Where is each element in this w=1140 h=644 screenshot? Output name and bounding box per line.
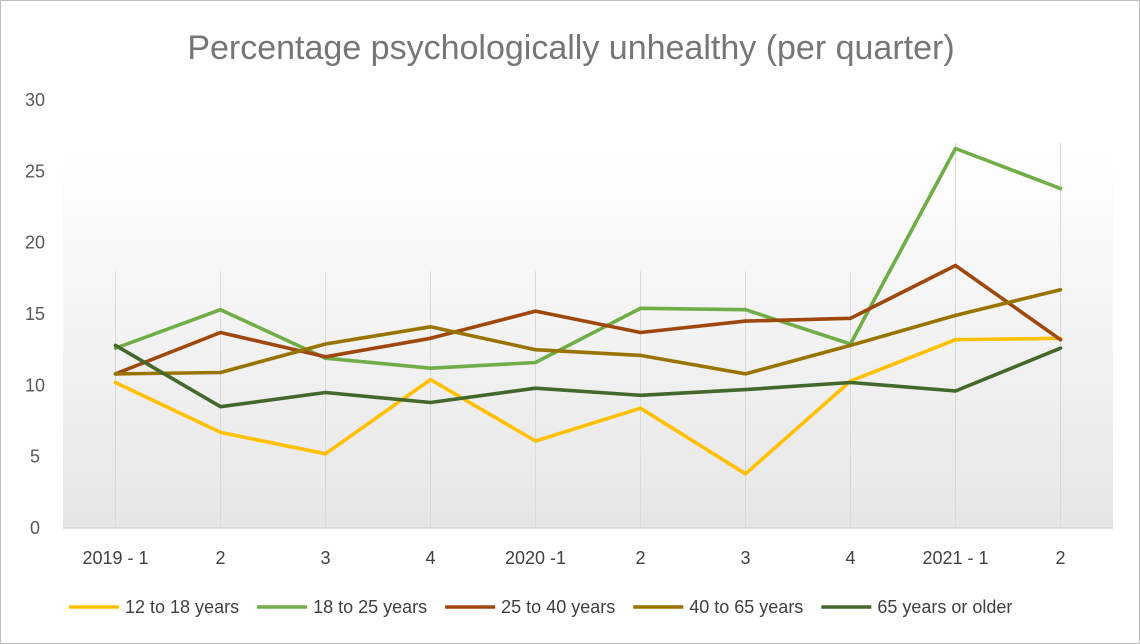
y-axis-ticks: 0 5 10 15 20 25 30: [25, 90, 45, 538]
y-tick-label: 15: [25, 304, 45, 324]
legend-label: 40 to 65 years: [689, 597, 803, 617]
x-tick-label: 2: [215, 548, 225, 568]
series-line-12-to-18-years: [113, 336, 1063, 476]
x-tick-label: 3: [740, 548, 750, 568]
legend-label: 25 to 40 years: [501, 597, 615, 617]
x-tick-label: 2019 - 1: [82, 548, 148, 568]
x-tick-label: 3: [320, 548, 330, 568]
legend-label: 18 to 25 years: [313, 597, 427, 617]
y-tick-label: 25: [25, 161, 45, 181]
y-tick-label: 5: [30, 447, 40, 467]
x-tick-label: 2: [1055, 548, 1065, 568]
legend-label: 65 years or older: [877, 597, 1012, 617]
x-tick-label: 4: [845, 548, 855, 568]
chart-title: Percentage psychologically unhealthy (pe…: [187, 29, 954, 67]
series-line-25-to-40-years: [113, 263, 1063, 376]
legend-item: 25 to 40 years: [445, 597, 615, 617]
y-tick-label: 0: [30, 518, 40, 538]
x-tick-label: 2020 -1: [505, 548, 566, 568]
legend: 12 to 18 years 18 to 25 years 25 to 40 yea…: [69, 597, 1012, 617]
x-tick-label: 2: [635, 548, 645, 568]
grid-lines: [63, 142, 1113, 529]
legend-item: 40 to 65 years: [633, 597, 803, 617]
legend-label: 12 to 18 years: [125, 597, 239, 617]
legend-item: 12 to 18 years: [69, 597, 239, 617]
y-tick-label: 30: [25, 90, 45, 110]
series-lines: [113, 146, 1063, 476]
x-tick-label: 2021 - 1: [922, 548, 988, 568]
x-tick-label: 4: [425, 548, 435, 568]
y-tick-label: 10: [25, 375, 45, 395]
x-axis-ticks: 2019 - 1 2 3 4 2020 -1 2 3 4 2021 - 1 2: [82, 548, 1065, 568]
legend-item: 18 to 25 years: [257, 597, 427, 617]
y-tick-label: 20: [25, 233, 45, 253]
series-line-65-years-or-older: [113, 343, 1063, 409]
legend-item: 65 years or older: [821, 597, 1012, 617]
series-line-40-to-65-years: [113, 287, 1063, 376]
series-line-18-to-25-years: [113, 146, 1063, 371]
